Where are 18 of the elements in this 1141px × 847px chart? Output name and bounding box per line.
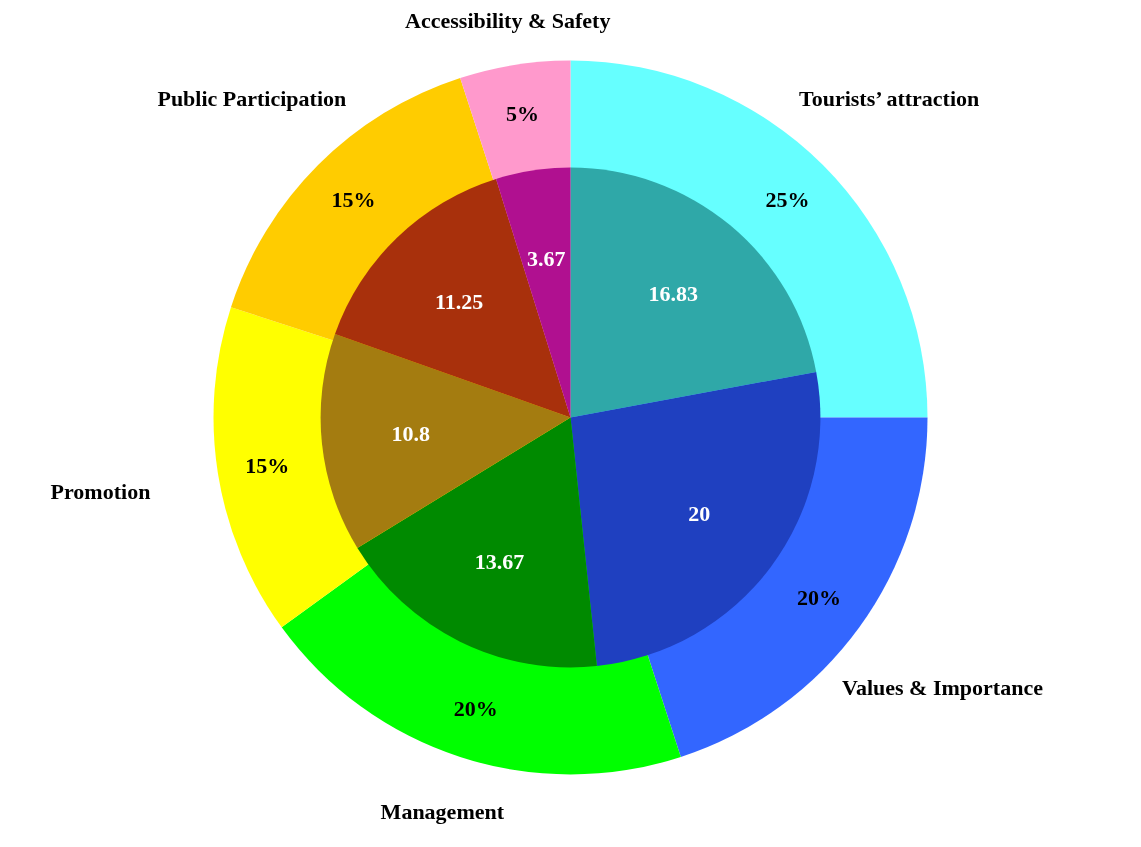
data-label: 13.67 [474,548,525,574]
slice-label: Promotion [50,478,151,504]
data-label: 11.25 [434,288,484,314]
slice-label: Public Participation [157,85,347,111]
slice-label: Accessibility & Safety [405,8,611,34]
data-label: 10.8 [391,421,430,447]
data-label: 16.83 [648,280,698,306]
data-label: 20% [453,696,498,722]
slice-label: Tourists’ attraction [799,85,980,111]
data-label: 15% [245,452,290,478]
data-label: 15% [331,187,376,213]
data-label: 25% [765,187,810,213]
data-label: 5% [505,101,539,127]
data-label: 3.67 [527,245,566,271]
slice-label: Management [380,799,505,825]
data-label: 20 [688,500,711,526]
slice-label: Values & Importance [842,674,1044,700]
data-label: 20% [796,584,841,610]
